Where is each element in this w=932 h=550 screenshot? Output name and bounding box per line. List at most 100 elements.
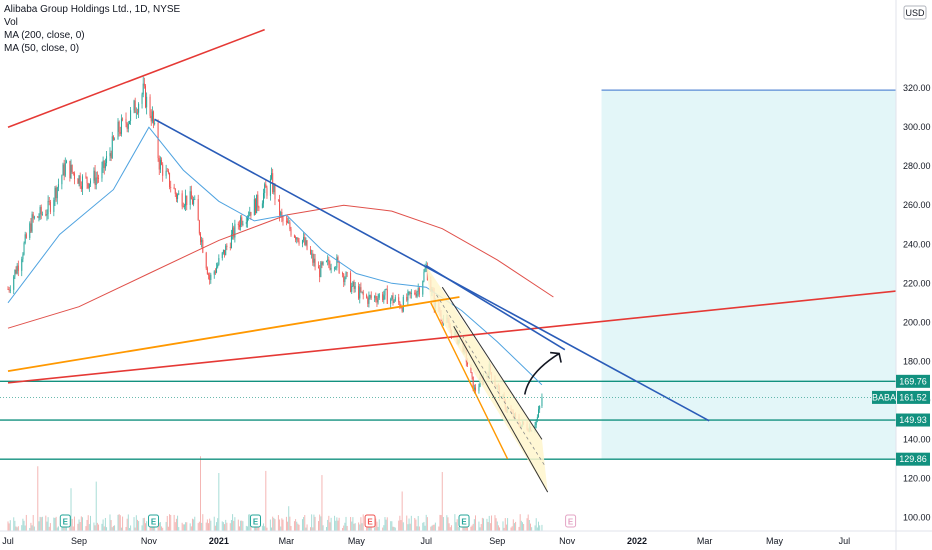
volume-bar — [480, 524, 482, 531]
volume-bar — [245, 525, 247, 531]
candle-body — [55, 187, 57, 199]
volume-bar — [88, 524, 90, 531]
volume-bar — [226, 522, 228, 531]
y-tick-label: 120.00 — [903, 473, 931, 483]
candle-body — [14, 269, 16, 277]
volume-bar — [328, 515, 330, 531]
candle-body — [274, 185, 276, 200]
earnings-marker-box — [565, 514, 577, 528]
volume-bar — [393, 526, 395, 531]
candle-body — [173, 187, 175, 189]
volume-bar — [232, 514, 234, 531]
volume-bar — [189, 523, 191, 531]
upper-channel-line — [7, 28, 265, 128]
candle-body — [402, 296, 404, 312]
volume-bar — [110, 520, 112, 531]
y-tick-label: 320.00 — [903, 83, 931, 93]
volume-bar — [473, 519, 475, 531]
volume-bar — [272, 516, 274, 531]
volume-bar — [210, 520, 212, 531]
volume-bar — [494, 515, 496, 531]
candle-body — [368, 295, 370, 304]
volume-bar — [391, 521, 393, 531]
candle-body — [385, 289, 387, 291]
candle-body — [29, 223, 31, 238]
volume-bar — [277, 515, 279, 531]
volume-bar — [455, 522, 457, 531]
candle-body — [535, 419, 537, 426]
volume-bar — [229, 523, 231, 531]
volume-bar — [9, 520, 11, 531]
trend-drawings[interactable] — [7, 28, 897, 493]
candle-body — [241, 217, 243, 225]
candle-body — [216, 267, 218, 273]
volume-bar — [190, 526, 192, 531]
candle-body — [25, 234, 27, 238]
volume-bar — [513, 523, 515, 531]
volume-bar — [49, 523, 51, 531]
candle-body — [281, 211, 283, 218]
target-zone — [601, 89, 896, 460]
candle-body — [360, 287, 362, 292]
candle-body — [335, 267, 337, 269]
candle-body — [114, 139, 116, 141]
legend-ma200: MA (200, close, 0) — [4, 30, 85, 41]
volume-bar — [165, 521, 167, 531]
candle-body — [330, 268, 332, 270]
candle-body — [536, 417, 538, 420]
falling-channel-fill — [426, 265, 548, 493]
candle-body — [189, 191, 191, 205]
volume-bar — [407, 524, 409, 531]
candle-body — [361, 291, 363, 293]
candle-body — [73, 173, 75, 180]
candle-body — [37, 216, 39, 218]
volume-bar — [41, 516, 43, 531]
volume-bar — [306, 524, 308, 531]
candle-body — [293, 235, 295, 238]
candle-body — [134, 100, 136, 113]
volume-bar — [290, 525, 292, 531]
volume-bar — [319, 514, 321, 531]
candle-body — [337, 257, 339, 262]
earnings-marker: E — [364, 514, 376, 528]
level-badge — [896, 452, 930, 466]
volume-bar — [375, 518, 377, 531]
candle-body — [376, 299, 378, 303]
volume-bar — [329, 522, 331, 531]
volume-bar — [541, 524, 543, 531]
volume-bar — [128, 527, 130, 531]
volume-bar — [499, 527, 501, 531]
candle-body — [245, 222, 247, 224]
candle-body — [384, 289, 386, 296]
candle-body — [30, 223, 32, 232]
volume-bar — [167, 526, 169, 531]
lower-channel-line — [7, 290, 897, 384]
volume-bar — [301, 519, 303, 531]
candle-body — [410, 292, 412, 295]
volume-bar — [293, 521, 295, 531]
candle-body — [142, 83, 144, 95]
currency-badge[interactable] — [903, 5, 927, 20]
candle-body — [398, 297, 400, 303]
candle-body — [269, 178, 271, 196]
candle-body — [39, 207, 41, 218]
volume-bar — [16, 527, 18, 531]
volume-bar — [430, 526, 432, 531]
volume-bar — [8, 523, 10, 531]
candle-body — [194, 198, 196, 200]
volume-bar — [70, 488, 72, 531]
candle-body — [104, 162, 106, 169]
volume-bar — [287, 521, 289, 531]
last-symbol-label: BABA — [872, 392, 896, 402]
candle-body — [122, 118, 124, 120]
volume-bar — [185, 522, 187, 531]
candle-body — [154, 123, 156, 124]
volume-bar — [73, 516, 75, 531]
volume-bar — [398, 520, 400, 531]
volume-bar — [531, 527, 533, 531]
level-badge — [896, 374, 930, 388]
volume-bar — [510, 527, 512, 531]
candle-body — [182, 206, 184, 208]
